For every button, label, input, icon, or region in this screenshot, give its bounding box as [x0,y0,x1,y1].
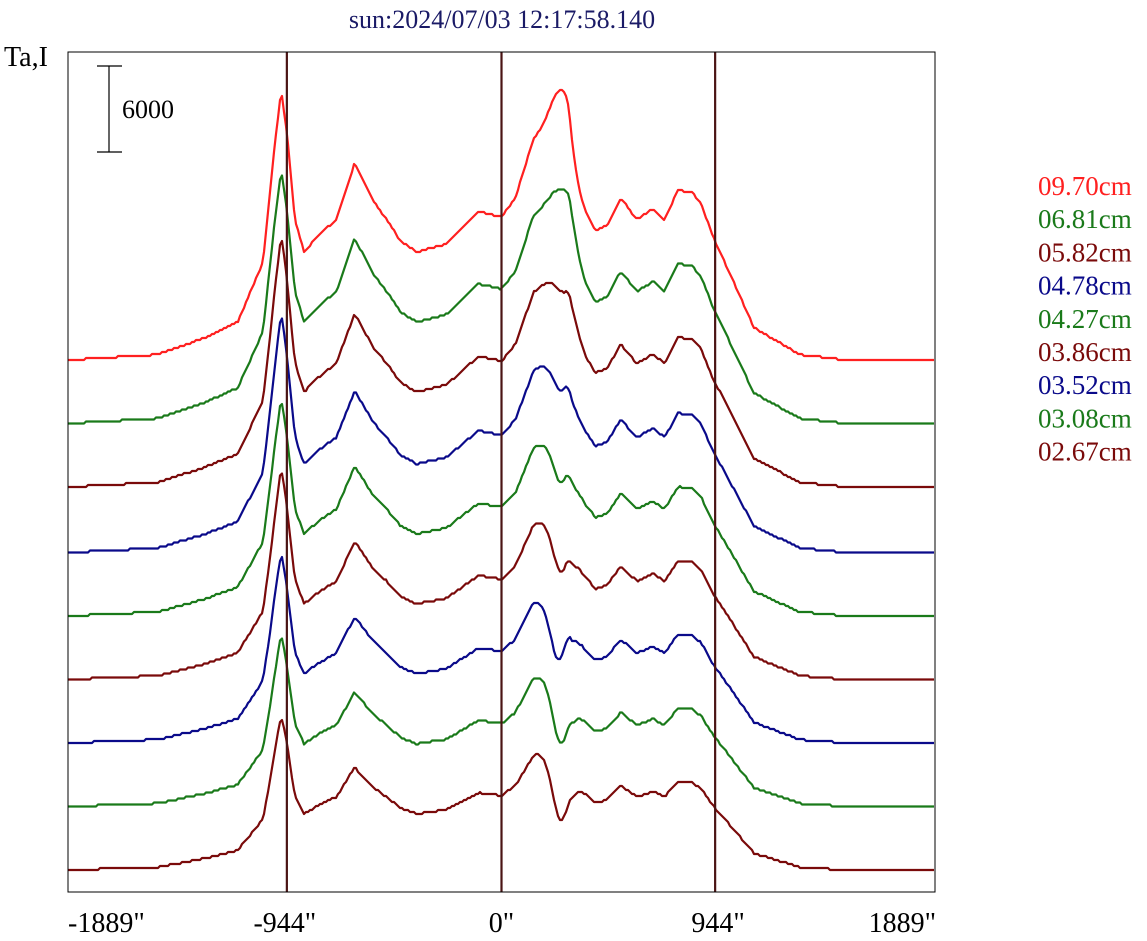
x-tick-label: -1889" [68,908,145,939]
x-tick-label: -944" [253,908,316,939]
chart-title: sun:2024/07/03 12:17:58.140 [349,5,655,34]
vertical-lines [285,52,717,892]
plot-frame [67,51,936,893]
x-tick-label: 944" [691,908,744,939]
x-tick-label: 0" [489,908,514,939]
y-axis-label: Ta,I [4,42,48,73]
scale-bar: 6000 [97,65,174,153]
legend-entry: 04.27cm [1038,304,1132,334]
scale-bar-label: 6000 [122,95,174,124]
legend-entry: 04.78cm [1038,271,1132,301]
legend-entry: 05.82cm [1038,237,1132,267]
legend-entry: 03.52cm [1038,370,1132,400]
legend-entry: 03.86cm [1038,337,1132,367]
legend-entry: 03.08cm [1038,403,1132,433]
legend-entry: 02.67cm [1038,437,1132,467]
legend-entry: 06.81cm [1038,204,1132,234]
x-axis-ticks: -1889" -944" 0" 944" 1889" [68,908,936,939]
legend-entry: 09.70cm [1038,171,1132,201]
x-tick-label: 1889" [869,908,936,939]
